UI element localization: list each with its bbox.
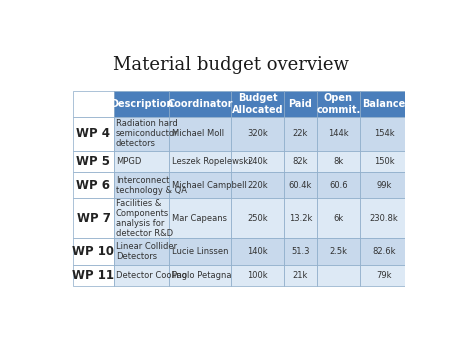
FancyBboxPatch shape — [284, 151, 317, 172]
Text: 100k: 100k — [248, 271, 268, 280]
FancyBboxPatch shape — [284, 265, 317, 286]
FancyBboxPatch shape — [73, 117, 113, 151]
Text: 13.2k: 13.2k — [289, 214, 312, 223]
FancyBboxPatch shape — [284, 172, 317, 198]
Text: Radiation hard
semiconductor
detectors: Radiation hard semiconductor detectors — [116, 119, 178, 148]
Text: Lucie Linssen: Lucie Linssen — [172, 247, 228, 256]
FancyBboxPatch shape — [360, 238, 408, 265]
Text: 150k: 150k — [374, 157, 394, 166]
FancyBboxPatch shape — [169, 117, 231, 151]
FancyBboxPatch shape — [284, 117, 317, 151]
Text: 154k: 154k — [374, 129, 394, 138]
Text: 82.6k: 82.6k — [372, 247, 396, 256]
FancyBboxPatch shape — [73, 91, 113, 117]
Text: Budget
Allocated: Budget Allocated — [232, 93, 284, 115]
FancyBboxPatch shape — [231, 238, 284, 265]
Text: Michael Campbell: Michael Campbell — [172, 181, 247, 190]
FancyBboxPatch shape — [169, 198, 231, 238]
FancyBboxPatch shape — [317, 91, 360, 117]
FancyBboxPatch shape — [73, 172, 113, 198]
FancyBboxPatch shape — [317, 117, 360, 151]
FancyBboxPatch shape — [169, 172, 231, 198]
Text: 240k: 240k — [248, 157, 268, 166]
FancyBboxPatch shape — [73, 238, 113, 265]
Text: 22k: 22k — [292, 129, 308, 138]
Text: 220k: 220k — [248, 181, 268, 190]
Text: 320k: 320k — [248, 129, 268, 138]
FancyBboxPatch shape — [73, 265, 113, 286]
FancyBboxPatch shape — [169, 238, 231, 265]
FancyBboxPatch shape — [317, 265, 360, 286]
FancyBboxPatch shape — [360, 91, 408, 117]
FancyBboxPatch shape — [113, 172, 169, 198]
Text: 6k: 6k — [333, 214, 343, 223]
FancyBboxPatch shape — [360, 198, 408, 238]
Text: 250k: 250k — [248, 214, 268, 223]
FancyBboxPatch shape — [73, 198, 113, 238]
Text: 82k: 82k — [292, 157, 308, 166]
Text: Material budget overview: Material budget overview — [112, 56, 349, 74]
Text: 21k: 21k — [292, 271, 308, 280]
FancyBboxPatch shape — [317, 198, 360, 238]
Text: 51.3: 51.3 — [291, 247, 310, 256]
FancyBboxPatch shape — [73, 151, 113, 172]
Text: Coordinator: Coordinator — [168, 99, 233, 109]
FancyBboxPatch shape — [231, 151, 284, 172]
FancyBboxPatch shape — [231, 172, 284, 198]
Text: WP 4: WP 4 — [76, 127, 110, 140]
FancyBboxPatch shape — [113, 91, 169, 117]
Text: Balance: Balance — [362, 99, 406, 109]
FancyBboxPatch shape — [169, 91, 231, 117]
FancyBboxPatch shape — [360, 151, 408, 172]
Text: Linear Collider
Detectors: Linear Collider Detectors — [116, 242, 177, 261]
Text: MPGD: MPGD — [116, 157, 141, 166]
Text: Leszek Ropelewski: Leszek Ropelewski — [172, 157, 250, 166]
FancyBboxPatch shape — [317, 172, 360, 198]
Text: Open
commit.: Open commit. — [316, 93, 360, 115]
FancyBboxPatch shape — [169, 151, 231, 172]
FancyBboxPatch shape — [231, 91, 284, 117]
FancyBboxPatch shape — [231, 117, 284, 151]
FancyBboxPatch shape — [284, 238, 317, 265]
Text: Mar Capeans: Mar Capeans — [172, 214, 227, 223]
Text: 99k: 99k — [376, 181, 392, 190]
Text: 60.4k: 60.4k — [289, 181, 312, 190]
Text: WP 7: WP 7 — [76, 212, 110, 225]
Text: Paolo Petagna: Paolo Petagna — [172, 271, 231, 280]
FancyBboxPatch shape — [169, 265, 231, 286]
Text: WP 11: WP 11 — [72, 269, 114, 282]
Text: 60.6: 60.6 — [329, 181, 348, 190]
Text: Interconnect
technology & QA: Interconnect technology & QA — [116, 176, 187, 195]
Text: Detector Cooling: Detector Cooling — [116, 271, 187, 280]
FancyBboxPatch shape — [113, 238, 169, 265]
Text: WP 5: WP 5 — [76, 155, 110, 168]
Text: Facilities &
Components
analysis for
detector R&D: Facilities & Components analysis for det… — [116, 199, 173, 238]
FancyBboxPatch shape — [284, 198, 317, 238]
FancyBboxPatch shape — [360, 172, 408, 198]
FancyBboxPatch shape — [231, 198, 284, 238]
Text: 2.5k: 2.5k — [329, 247, 347, 256]
Text: Paid: Paid — [288, 99, 312, 109]
FancyBboxPatch shape — [113, 198, 169, 238]
Text: WP 6: WP 6 — [76, 179, 110, 192]
FancyBboxPatch shape — [231, 265, 284, 286]
FancyBboxPatch shape — [317, 238, 360, 265]
Text: 79k: 79k — [376, 271, 392, 280]
FancyBboxPatch shape — [113, 151, 169, 172]
FancyBboxPatch shape — [113, 265, 169, 286]
FancyBboxPatch shape — [284, 91, 317, 117]
Text: Michael Moll: Michael Moll — [172, 129, 224, 138]
FancyBboxPatch shape — [360, 265, 408, 286]
Text: 8k: 8k — [333, 157, 343, 166]
Text: 140k: 140k — [248, 247, 268, 256]
Text: 230.8k: 230.8k — [370, 214, 398, 223]
Text: WP 10: WP 10 — [72, 245, 114, 258]
Text: Description: Description — [110, 99, 173, 109]
Text: 144k: 144k — [328, 129, 349, 138]
FancyBboxPatch shape — [360, 117, 408, 151]
FancyBboxPatch shape — [317, 151, 360, 172]
FancyBboxPatch shape — [113, 117, 169, 151]
